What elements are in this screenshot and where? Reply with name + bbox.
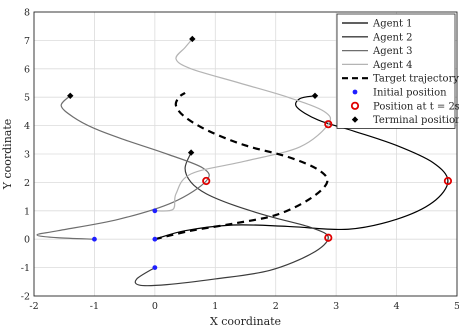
legend-label-agent-2: Agent 2 [372,32,413,43]
series-line-agent-4 [154,38,332,212]
y-tick-label: 0 [24,235,30,246]
grid [33,11,458,297]
series-line-agent-1 [154,95,449,240]
y-tick-label: 8 [24,8,30,19]
marker-initial-position [152,236,158,242]
legend-label-position-at-t-2s: Position at t = 2s [373,101,459,112]
legend-label-agent-3: Agent 3 [372,46,413,57]
y-tick-label: 6 [24,64,30,75]
marker-position-at-t-2s [324,120,333,129]
y-tick-label: 5 [24,93,30,104]
x-tick-label: -2 [29,301,38,312]
x-tick-label: 2 [273,301,279,312]
x-tick-label: 4 [394,301,400,312]
legend-label-target-trajectory: Target trajectory [373,74,459,85]
x-tick-label: 5 [454,301,459,312]
legend-label-agent-4: Agent 4 [372,60,413,71]
marker-terminal-position [67,92,74,99]
marker-terminal-position [189,35,196,43]
x-tick-label: 3 [333,301,339,312]
axes-frame [33,11,458,297]
point-markers [67,35,453,270]
marker-initial-position [152,265,158,270]
y-tick-label: 7 [24,36,30,47]
marker-position-at-t-2s [443,176,453,186]
x-axis-label: X coordinate [210,315,281,325]
y-tick-label: 2 [24,178,30,189]
legend: Agent 1 Agent 2 Agent 3 Agent 4 Target traje… [336,13,459,129]
series-line-agent-3 [36,95,210,240]
series-line-agent-2 [134,152,329,287]
legend-swatch-initial-position [352,89,358,95]
series-lines [36,38,449,287]
series-line-target-trajectory [154,92,329,241]
legend-swatch-terminal-position [351,116,359,123]
x-tick-label: 0 [152,301,158,312]
y-axis-label: Y coordinate [1,119,14,191]
y-tick-label: -1 [21,263,30,274]
marker-initial-position [152,208,158,214]
legend-swatch-position-at-t-2s [350,101,360,110]
marker-terminal-position [311,92,319,99]
y-tick-label: 3 [24,150,30,161]
x-tick-label: 1 [212,301,218,312]
y-tick-label: 4 [24,121,30,132]
tick-labels: -2 -1 0 1 2 3 4 5 -2 -1 0 1 2 3 4 5 6 7 8 [21,8,459,313]
marker-initial-position [92,236,97,242]
marker-terminal-position [187,149,195,156]
legend-label-initial-position: Initial position [373,88,447,99]
marker-position-at-t-2s [202,176,211,186]
x-tick-label: -1 [90,301,99,312]
y-tick-label: 1 [24,206,30,217]
legend-label-agent-1: Agent 1 [372,19,413,30]
legend-label-terminal-position: Terminal position [373,115,459,126]
marker-position-at-t-2s [324,233,333,242]
y-tick-label: -2 [21,292,30,303]
